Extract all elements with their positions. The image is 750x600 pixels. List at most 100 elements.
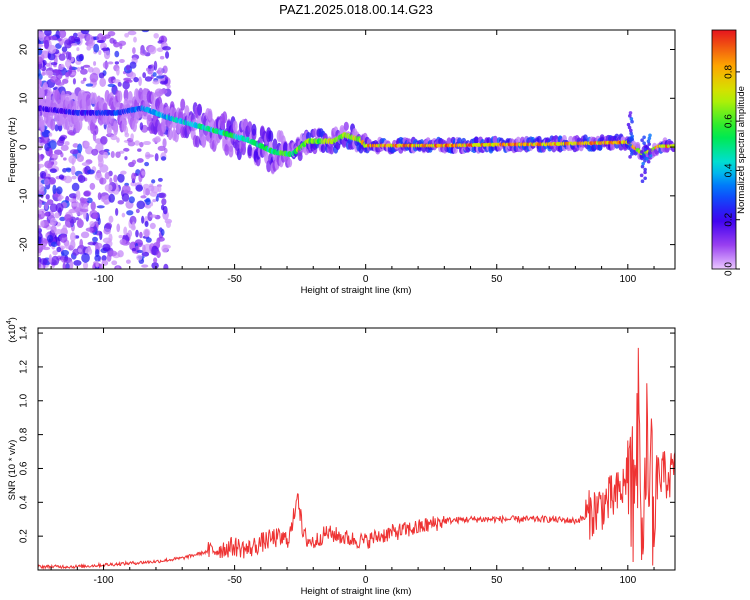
spectrogram-spike-cell [630,137,634,142]
spectrogram-noise-point [166,84,171,89]
colorbar-tick-label: 0.4 [724,163,735,177]
spectrogram-noise-point [144,76,153,82]
spectrogram-noise-point [141,251,150,257]
spectrogram-noise-point [66,168,72,173]
spectrogram-noise-point [151,179,156,184]
snr-frame [37,327,676,571]
spectrogram-noise-point [97,217,101,226]
spectrogram-noise-point [38,163,45,168]
spectrogram-noise-point [162,65,168,74]
spectrogram-noise-point [59,233,68,243]
spectrogram-noise-point [38,56,43,65]
spectrogram-noise-point [158,227,163,233]
spectrogram-noise-point [48,140,57,150]
spectrogram-noise-point [77,217,82,225]
spectrogram-noise-point [71,182,80,192]
spectrogram-halo-cell [127,91,133,104]
spectrogram-halo-cell [247,121,253,134]
spectrogram-halo-cell [167,128,173,141]
spectrogram-noise-point [48,147,53,158]
spectrogram-noise-point [72,143,79,148]
spectrogram-noise-point [85,34,94,45]
spectrogram-halo-cell [268,130,274,143]
spectrogram-halo-cell [207,108,213,121]
spectrogram-noise-point [102,151,109,159]
spectrogram-noise-point [153,257,158,263]
spectrogram-spike-cell [643,167,647,172]
spectrogram-noise-point [96,205,105,209]
spectrogram-noise-point [141,264,149,268]
spectrogram-noise-point [95,260,99,268]
spectrogram-spike-cell [639,150,644,154]
spectrogram-noise-point [131,172,136,181]
spectrogram-noise-point [156,250,161,259]
spectrogram-halo-cell [150,92,156,105]
spectrogram-noise-point [160,156,167,161]
colorbar-tick-label: 0.8 [724,64,735,78]
spectrogram-halo-cell [77,118,83,131]
spectrogram-noise-point [135,229,139,238]
spectrogram-noise-point [103,227,111,235]
spectrogram-noise-point [44,39,50,49]
spectrogram-noise-point [154,135,161,142]
spectrogram-halo-cell [272,138,278,151]
spectrogram-noise-point [69,232,76,242]
spectrogram-noise-point [143,140,151,146]
spectrogram-noise-point [133,36,137,43]
spectrogram-noise-point [137,148,142,152]
spectrogram-noise-point [38,146,43,151]
spectrogram-halo-cell [92,92,98,105]
spectrogram-noise-point [60,144,69,152]
spectrogram-noise-point [51,255,60,266]
spectrogram-noise-point [104,172,110,180]
spectrogram-halo-cell [123,89,129,102]
spectrogram-noise-point [155,195,159,202]
spectrogram-noise-point [73,259,82,266]
spectrogram-spike-cell [628,143,632,147]
spectrogram-spike-cell [629,116,634,121]
spectrogram-noise-point [54,212,60,219]
spectrogram-noise-point [98,72,105,79]
spectrogram-noise-point [152,198,157,203]
spectrogram-halo-cell [486,137,492,145]
spectrogram-noise-point [87,66,94,73]
spectrogram-noise-point [142,244,146,253]
spectrogram-noise-point [152,72,157,77]
spectrogram-spike-cell [627,125,632,130]
spectrogram-noise-point [101,259,109,266]
spectrogram-noise-point [94,254,101,262]
spectrogram-noise-point [85,146,94,155]
spectrogram-noise-point [124,132,130,138]
spectrogram-spike-cell [640,138,644,143]
spectrogram-noise-point [141,30,150,33]
spectrogram-noise-point [156,75,165,79]
spectrogram-halo-cell [194,135,200,148]
spectrogram-noise-point [62,168,68,173]
spectrogram-halo-cell [85,99,91,112]
spectrogram-noise-point [112,79,121,84]
spectrogram-noise-point [42,246,51,251]
spectrogram-noise-point [124,156,128,161]
spectrogram-noise-point [79,208,89,213]
spectrogram-noise-point [126,210,134,216]
spectrogram-halo-cell [196,103,202,116]
spectrogram-noise-point [127,141,136,147]
colorbar-bar [712,30,736,269]
snr-y-scale-base: (x10 [7,324,18,342]
snr-y-tick-label: 0.6 [19,461,30,475]
spectrogram-spike-cell [639,173,644,178]
spectrogram-noise-point [67,130,75,136]
spectrogram-noise-point [52,250,58,256]
spectrogram-noise-point [110,134,118,141]
spectrogram-spike-cell [628,114,632,118]
spectrogram-noise-point [80,30,90,35]
spectrogram-noise-point [123,226,128,236]
spectrogram-noise-point [63,214,72,222]
spectrogram-noise-point [121,212,126,218]
spectrogram-noise-point [59,136,66,141]
spectrogram-noise-point [134,140,140,146]
spectrogram-noise-point [56,186,63,195]
snr-y-scale-exp: 4 [6,320,13,324]
spectrogram-halo-cell [90,122,96,135]
